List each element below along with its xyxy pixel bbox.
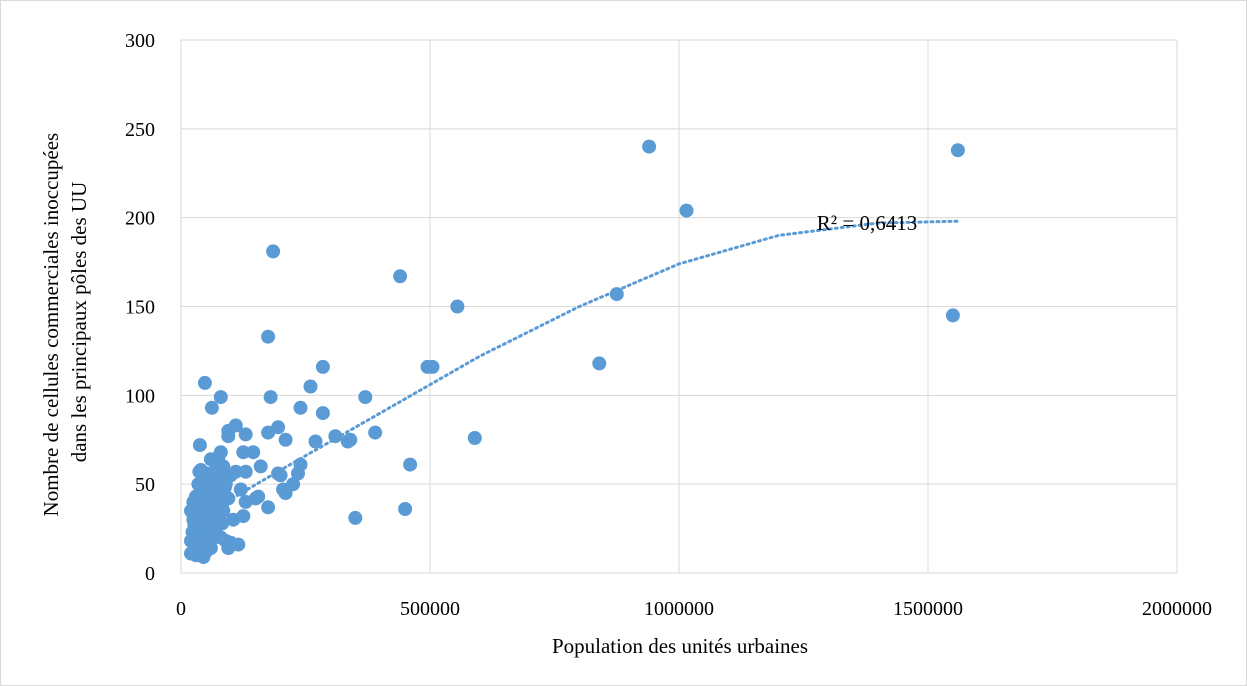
y-axis-title-line-2: dans les principaux pôles des UU [67,182,91,463]
data-point [291,466,305,481]
x-axis-title: Population des unités urbaines [552,634,808,658]
data-point [315,406,330,421]
data-point [950,143,965,158]
x-tick-label: 0 [176,598,186,620]
data-point [238,464,253,479]
data-point [393,269,408,284]
data-point [642,139,657,154]
data-point [278,486,293,501]
y-axis-title-line-1: Nombre de cellules commerciales inoccupé… [39,133,63,517]
data-point [246,445,261,460]
x-tick-label: 500000 [400,598,460,620]
trendline-r2-label: R² = 0,6413 [817,211,917,235]
data-point [278,432,293,447]
y-tick-label: 0 [145,563,155,585]
data-point [273,468,288,483]
data-point [368,425,383,440]
data-point [238,494,253,509]
data-point [236,445,251,460]
data-point [198,512,213,527]
x-axis-ticks: 0 500000 1000000 1500000 2000000 [176,598,1212,620]
data-point [303,379,318,394]
x-tick-label: 1000000 [644,598,714,620]
data-point [340,434,355,449]
data-point [403,457,418,472]
y-axis-ticks: 0 50 100 150 200 250 300 [125,30,155,585]
data-point [450,299,465,314]
data-point [214,498,229,513]
data-point [197,375,212,390]
data-point [206,530,221,545]
data-points [184,139,965,564]
trendline [194,219,960,522]
data-point [208,463,223,477]
data-point [210,480,225,495]
y-tick-label: 250 [125,119,155,141]
data-point [253,459,268,474]
data-point [221,429,236,444]
y-tick-label: 50 [135,474,155,496]
data-point [425,359,440,374]
data-point [315,359,330,374]
y-tick-label: 100 [125,385,155,407]
gridlines [180,39,1178,574]
data-point [213,390,228,405]
data-point [266,244,281,259]
data-point [261,329,276,344]
data-point [211,450,226,465]
data-point [204,400,219,415]
data-point [233,482,248,497]
y-axis-title: Nombre de cellules commerciales inoccupé… [39,128,91,517]
data-point [328,429,343,444]
data-point [238,427,253,442]
data-point [293,400,308,415]
data-point [215,516,230,531]
data-point [251,489,266,504]
data-point [467,431,482,445]
data-point [263,390,278,405]
y-tick-label: 150 [125,297,155,319]
data-point [192,464,207,479]
data-point [679,203,694,218]
trendline-path [194,219,960,522]
data-point [203,491,218,506]
data-point [398,502,413,516]
data-point [609,287,624,302]
data-point [592,356,607,371]
x-tick-label: 2000000 [1142,598,1212,620]
x-tick-label: 1500000 [893,598,963,620]
data-point [308,434,323,449]
data-point [226,512,241,527]
data-point [261,425,276,440]
data-point [945,308,960,323]
y-tick-label: 300 [125,30,155,52]
data-point [358,390,373,405]
data-point [192,438,207,453]
data-point [261,500,276,515]
y-tick-label: 200 [125,208,155,230]
data-point [348,510,363,525]
data-point [223,468,238,483]
data-point [221,541,236,556]
